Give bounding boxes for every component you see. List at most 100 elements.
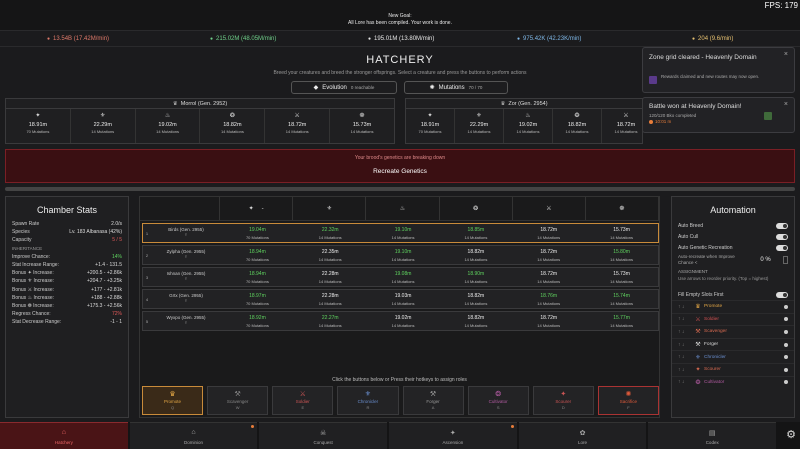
resource-value: 215.02M (48.05M/min)	[216, 36, 277, 42]
stat-value: 22.32m	[321, 227, 339, 233]
fps-counter: FPS: 179	[764, 1, 798, 10]
creature-name-cell: Ishnan (Gen. 2955) ♀	[151, 268, 221, 286]
role-hotkey: W	[235, 405, 240, 410]
stat-value: -1 - 1	[110, 319, 122, 326]
stat-mutations: 14 Mutations	[318, 323, 342, 328]
creature-row[interactable]: 4 Grtx (Gen. 2955) ♀ 18.97m 70 Mutations 22.2…	[142, 289, 659, 309]
column-header[interactable]: ⚔	[513, 197, 586, 220]
toggle-switch[interactable]	[776, 244, 788, 251]
role-button-promote[interactable]: ♛ Promote Q	[142, 386, 204, 415]
reorder-arrows-icon[interactable]: ↑ ↓	[678, 316, 685, 323]
creature-row[interactable]: 3 Ishnan (Gen. 2955) ♀ 18.94m 70 Mutations 22…	[142, 267, 659, 287]
role-hotkey: R	[366, 405, 370, 410]
close-icon[interactable]: ×	[783, 101, 788, 108]
stat-row: Capacity 5 / 5	[6, 236, 128, 244]
automation-title: Automation	[710, 205, 756, 215]
zone-icon	[649, 76, 657, 84]
stat-value: 15.73m	[352, 122, 372, 128]
priority-row[interactable]: ↑ ↓ ♛ Promote	[672, 300, 794, 313]
stat-value: 15.73m	[613, 271, 630, 277]
nav-tab-dominion[interactable]: ⌂ Dominion	[129, 422, 258, 449]
stat-mutations: 70 Mutations	[245, 301, 269, 306]
column-header[interactable]: ✦ -	[220, 197, 294, 220]
notification-battle-won[interactable]: Battle won at Heavenly Domain! 120/120 B…	[642, 97, 795, 133]
column-header[interactable]: ♨	[366, 197, 440, 220]
row-index: 4	[145, 297, 149, 302]
priority-row[interactable]: ↑ ↓ ⚜ Chronicler	[672, 350, 794, 363]
column-header[interactable]: ❂	[440, 197, 513, 220]
reorder-arrows-icon[interactable]: ↑ ↓	[678, 328, 685, 335]
role-button-forger[interactable]: ⚒ Forger A	[402, 386, 464, 415]
role-button-scourer[interactable]: ✦ Scourer D	[532, 386, 594, 415]
priority-row[interactable]: ↑ ↓ ✦ Scourer	[672, 362, 794, 376]
creature-name-cell: Grtx (Gen. 2955) ♀	[151, 290, 221, 308]
reorder-arrows-icon[interactable]: ↑ ↓	[678, 303, 685, 310]
stat-mutations: 14 Mutations	[610, 279, 633, 284]
stat-label: Capacity	[12, 237, 32, 244]
role-label: Forger	[426, 399, 440, 404]
nav-tab-hatchery[interactable]: ⌂ Hatchery	[0, 422, 128, 449]
evolution-button[interactable]: ◆ Evolution 0 reachable	[291, 81, 397, 94]
fill-empty-toggle[interactable]	[776, 291, 788, 298]
reorder-arrows-icon[interactable]: ↑ ↓	[678, 341, 685, 348]
stat-icon: ♨	[164, 113, 171, 119]
stat-mutations: 14 Mutations	[464, 301, 488, 306]
recreate-genetics-button[interactable]: Recreate Genetics	[373, 168, 427, 175]
priority-row[interactable]: ↑ ↓ ⚒ Forger	[672, 337, 794, 351]
stat-row: Spawn Rate 2.0/s	[6, 220, 128, 228]
toggle-switch[interactable]	[776, 222, 788, 229]
stat-value: 18.76m	[540, 293, 558, 299]
priority-row[interactable]: ↑ ↓ ⚔ Soldier	[672, 312, 794, 326]
creature-row[interactable]: 2 Zylpha (Gen. 2955) ♀ 18.94m 70 Mutations 22…	[142, 245, 659, 265]
status-dot	[784, 317, 788, 322]
role-button-scavenger[interactable]: ⚒ Scavenger W	[207, 386, 269, 415]
stat-cell: 18.82m 14 Mutations	[439, 290, 512, 308]
nav-tab-ascension[interactable]: ✦ Ascension	[389, 422, 517, 449]
priority-row[interactable]: ↑ ↓ ⚒ Scavenger	[672, 325, 794, 338]
creature-row[interactable]: 1 Birds (Gen. 2955) ♀ 19.04m 70 Mutations 22.…	[142, 223, 659, 243]
toggle-switch[interactable]	[776, 233, 788, 240]
stat-row: Stat Decrease Range: -1 - 1	[6, 318, 128, 326]
stepper-icon[interactable]	[782, 256, 788, 264]
nav-tab-codex[interactable]: ▤ Codex	[648, 422, 777, 449]
role-button-cultivator[interactable]: ❂ Cultivator S	[467, 386, 529, 415]
mutations-button[interactable]: ✺ Mutations 70 / 70	[404, 81, 508, 94]
gear-icon[interactable]: ⚙	[786, 429, 796, 441]
role-button-sacrifice[interactable]: ✺ Sacrifice F	[597, 386, 659, 415]
creature-name: Grtx (Gen. 2955)	[169, 293, 203, 298]
stat-icon: ⚜	[476, 113, 482, 119]
auto-recreate-input[interactable]: 0	[760, 257, 764, 263]
column-header[interactable]: ⚜	[293, 197, 367, 220]
reorder-arrows-icon[interactable]: ↑ ↓	[678, 354, 685, 361]
close-icon[interactable]: ×	[783, 51, 788, 58]
column-header[interactable]: ❁	[586, 197, 660, 220]
parent-panel-2[interactable]: ♛ Zor (Gen. 2954) ✦ 18.91m 70 Mutations ⚜ 22.2…	[405, 98, 643, 144]
stat-value: 22.29m	[93, 122, 112, 128]
row-index: 3	[145, 275, 149, 280]
stat-value: Lv. 183 Albanasa (42%)	[69, 229, 122, 236]
role-hotkey: Q	[171, 405, 175, 410]
role-icon: ♛	[169, 391, 176, 398]
automation-panel: Automation Auto Breed Auto Cull Auto Genet…	[671, 196, 795, 418]
stat-label: Bonus ⚜ Increase:	[12, 278, 55, 285]
nav-label: Dominion	[184, 440, 204, 445]
creature-row[interactable]: 5 Wyxpo (Gen. 2955) ♀ 18.92m 70 Mutations 22.…	[142, 311, 659, 331]
stat-cell: 19.02m 14 Mutations	[367, 312, 440, 330]
resource-bar: ● 13.54B (17.42M/min) ● 215.02M (48.05M/min…	[0, 33, 800, 47]
row-index: 5	[145, 319, 149, 324]
parent-panel-1[interactable]: ♛ Morrol (Gen. 2952) ✦ 18.91m 70 Mutations ⚜ 2…	[5, 98, 395, 144]
nav-tab-lore[interactable]: ✿ Lore	[518, 422, 647, 449]
reorder-arrows-icon[interactable]: ↑ ↓	[678, 366, 685, 373]
priority-row[interactable]: ↑ ↓ ❂ Cultivator	[672, 375, 794, 389]
reorder-arrows-icon[interactable]: ↑ ↓	[678, 379, 685, 386]
stat-cell: 19.04m 70 Mutations	[221, 224, 294, 242]
nav-tab-conquest[interactable]: ☠ Conquest	[259, 422, 388, 449]
stat-value: 18.72m	[540, 249, 558, 255]
stat-mutations: 70 Mutations	[418, 129, 442, 134]
stat-mutations: 14 Mutations	[391, 257, 415, 262]
stat-cell: ❁ 15.73m 14 Mutations	[330, 109, 394, 143]
role-button-soldier[interactable]: ⚔ Soldier E	[272, 386, 334, 415]
role-button-chronicler[interactable]: ⚜ Chronicler R	[337, 386, 399, 415]
notification-zone-cleared[interactable]: Zone grid cleared - Heavenly Domain Rewa…	[642, 47, 795, 93]
stat-mutations: 14 Mutations	[537, 257, 561, 262]
